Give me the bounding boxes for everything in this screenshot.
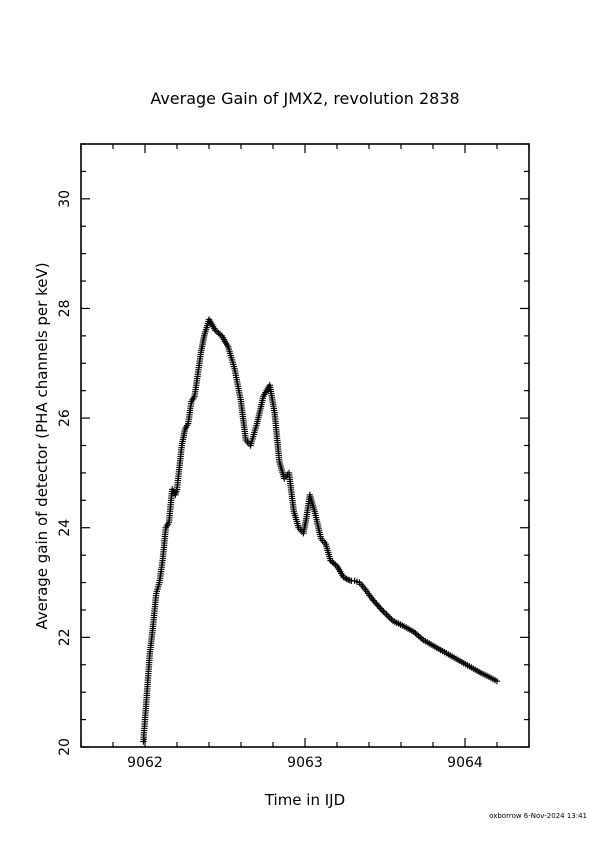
data-point xyxy=(380,608,387,615)
y-axis-label: Average gain of detector (PHA channels p… xyxy=(33,262,51,629)
x-tick-label: 9063 xyxy=(287,755,323,771)
data-point xyxy=(493,678,501,685)
x-axis-label: Time in IJD xyxy=(264,791,345,809)
data-series xyxy=(140,316,501,745)
y-tick-label: 26 xyxy=(57,409,73,427)
data-point xyxy=(373,600,380,607)
data-point xyxy=(375,603,383,611)
footer-timestamp: oxborrow 6-Nov-2024 13:41 xyxy=(489,812,587,820)
data-point xyxy=(370,597,377,604)
data-point xyxy=(371,598,379,606)
data-point xyxy=(374,602,381,609)
y-tick-label: 30 xyxy=(57,190,73,208)
x-tick-label: 9064 xyxy=(447,755,483,771)
data-point xyxy=(377,605,384,612)
data-point xyxy=(385,613,392,620)
x-axis: 9062 9063 9064 xyxy=(80,144,530,771)
y-axis: 20 22 24 26 28 30 xyxy=(57,143,529,756)
chart-title: Average Gain of JMX2, revolution 2838 xyxy=(150,89,459,108)
data-point xyxy=(369,595,376,603)
data-point xyxy=(386,614,393,621)
data-point xyxy=(383,611,390,618)
y-tick-label: 24 xyxy=(57,519,73,537)
data-point xyxy=(381,609,389,617)
y-tick-label: 22 xyxy=(57,628,73,646)
x-tick-label: 9062 xyxy=(127,755,163,771)
y-tick-label: 20 xyxy=(57,738,73,756)
y-tick-label: 28 xyxy=(57,300,73,318)
